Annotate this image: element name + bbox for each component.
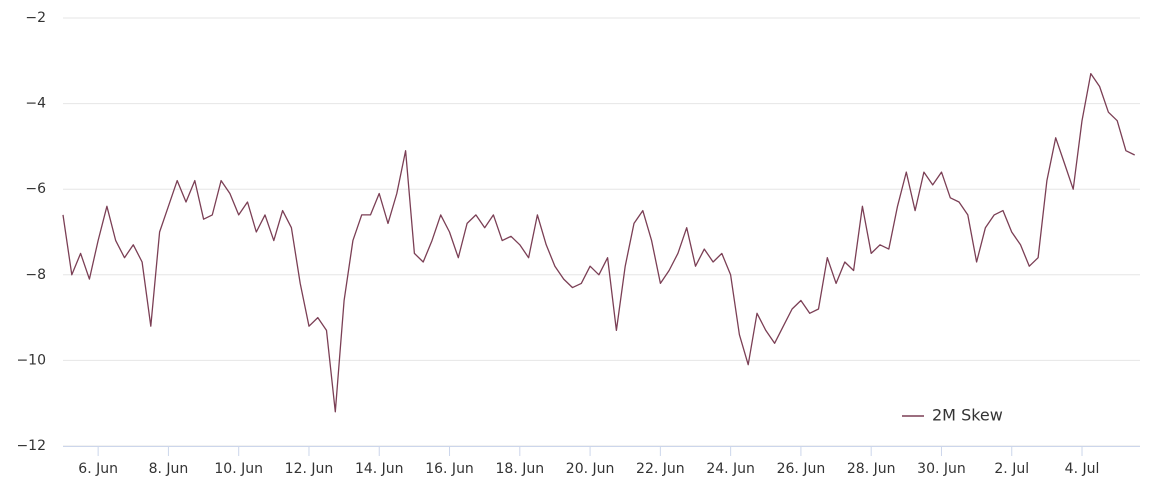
x-tick-label: 2. Jul: [994, 461, 1029, 477]
y-tick-label: −4: [25, 96, 46, 112]
x-tick-label: 14. Jun: [355, 461, 404, 477]
x-tick-label: 8. Jun: [149, 461, 189, 477]
y-tick-label: −2: [25, 10, 46, 26]
x-tick-label: 22. Jun: [636, 461, 685, 477]
x-tick-label: 26. Jun: [777, 461, 826, 477]
y-tick-label: −8: [25, 267, 46, 283]
y-tick-label: −10: [16, 352, 46, 368]
x-tick-label: 18. Jun: [496, 461, 545, 477]
x-tick-label: 28. Jun: [847, 461, 896, 477]
x-tick-label: 12. Jun: [285, 461, 334, 477]
x-tick-label: 20. Jun: [566, 461, 615, 477]
x-tick-label: 30. Jun: [917, 461, 966, 477]
legend-label: 2M Skew: [932, 406, 1003, 425]
x-tick-label: 4. Jul: [1065, 461, 1100, 477]
x-tick-label: 6. Jun: [78, 461, 118, 477]
y-tick-label: −6: [25, 181, 46, 197]
x-tick-label: 16. Jun: [425, 461, 474, 477]
x-tick-label: 24. Jun: [706, 461, 755, 477]
y-tick-label: −12: [16, 438, 46, 454]
data-line: [62, 72, 1135, 413]
x-tick-label: 10. Jun: [214, 461, 263, 477]
